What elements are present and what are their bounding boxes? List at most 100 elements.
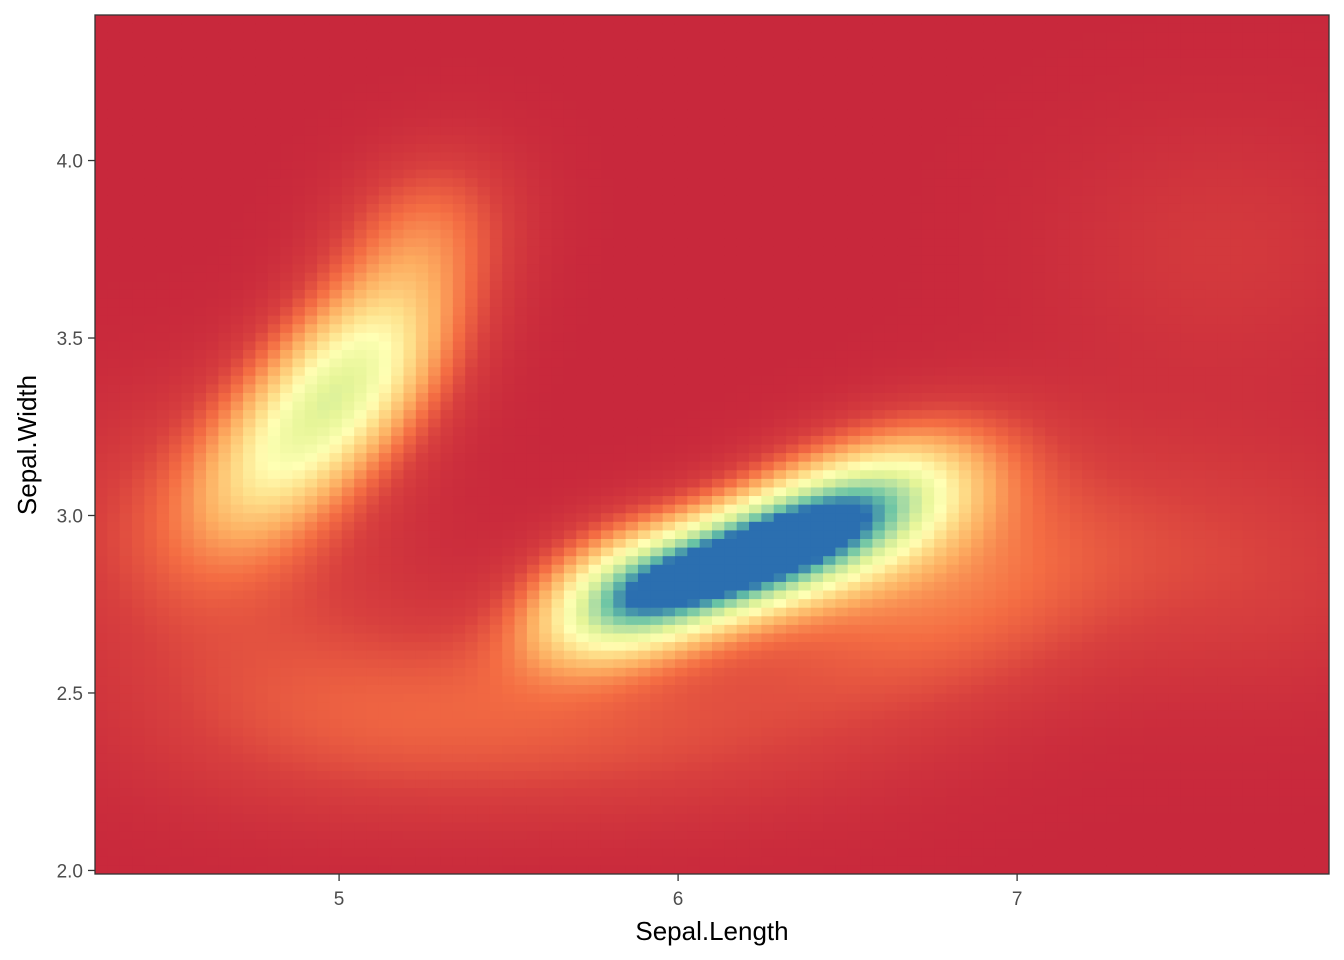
density-cell	[699, 57, 713, 68]
density-cell	[181, 831, 195, 841]
density-cell	[465, 49, 479, 59]
density-cell	[366, 83, 380, 93]
density-cell	[662, 307, 676, 317]
density-cell	[95, 186, 108, 196]
density-cell	[637, 418, 651, 428]
density-cell	[625, 521, 639, 531]
density-cell	[588, 126, 602, 136]
density-cell	[440, 57, 454, 68]
density-cell	[625, 221, 639, 231]
density-cell	[452, 126, 466, 136]
density-cell	[267, 246, 281, 257]
density-cell	[502, 418, 516, 428]
density-cell	[650, 66, 664, 76]
density-cell	[539, 848, 553, 858]
density-cell	[600, 453, 614, 463]
density-cell	[292, 100, 306, 111]
density-cell	[119, 435, 133, 446]
density-cell	[662, 650, 676, 660]
density-cell	[341, 332, 355, 343]
density-cell	[304, 710, 318, 720]
density-cell	[354, 32, 368, 42]
density-cell	[267, 667, 281, 678]
density-cell	[588, 392, 602, 403]
density-cell	[341, 727, 355, 738]
density-cell	[378, 178, 392, 188]
density-cell	[452, 49, 466, 59]
density-cell	[600, 470, 614, 480]
density-cell	[514, 315, 528, 325]
density-cell	[428, 143, 442, 154]
density-cell	[267, 186, 281, 196]
density-cell	[378, 581, 392, 592]
density-cell	[132, 195, 145, 205]
density-cell	[600, 178, 614, 188]
density-cell	[391, 624, 405, 635]
density-cell	[391, 100, 405, 111]
density-cell	[576, 57, 590, 68]
density-cell	[674, 264, 688, 274]
density-cell	[378, 221, 392, 231]
density-cell	[181, 788, 195, 798]
density-cell	[317, 590, 331, 600]
density-cell	[600, 195, 614, 205]
density-cell	[230, 856, 244, 867]
density-cell	[699, 650, 713, 660]
density-cell	[576, 384, 590, 394]
density-cell	[415, 453, 429, 463]
density-cell	[206, 169, 219, 179]
density-cell	[662, 581, 676, 592]
density-cell	[391, 203, 405, 214]
density-cell	[662, 487, 676, 497]
density-cell	[440, 152, 454, 162]
density-cell	[181, 40, 195, 50]
density-cell	[452, 461, 466, 471]
density-cell	[317, 805, 331, 815]
density-cell	[415, 650, 429, 660]
density-cell	[551, 341, 565, 351]
density-cell	[304, 736, 318, 746]
density-cell	[193, 281, 207, 291]
density-cell	[193, 727, 207, 738]
density-cell	[452, 685, 466, 695]
density-cell	[551, 444, 565, 454]
density-cell	[403, 161, 417, 171]
density-cell	[107, 229, 121, 239]
density-cell	[193, 685, 207, 695]
density-cell	[255, 238, 269, 248]
density-cell	[551, 212, 565, 222]
density-cell	[477, 246, 491, 257]
density-cell	[637, 685, 651, 695]
density-cell	[366, 341, 380, 351]
density-cell	[539, 49, 553, 59]
density-cell	[132, 66, 145, 76]
density-cell	[144, 92, 158, 102]
density-cell	[526, 152, 540, 162]
density-cell	[243, 15, 257, 25]
density-cell	[699, 392, 713, 403]
density-cell	[576, 650, 590, 660]
density-cell	[144, 496, 158, 506]
density-cell	[625, 375, 639, 385]
density-cell	[230, 212, 244, 222]
density-cell	[539, 538, 553, 549]
density-cell	[132, 607, 145, 617]
density-cell	[576, 667, 590, 678]
density-cell	[218, 229, 232, 239]
density-cell	[465, 66, 479, 76]
density-cell	[304, 865, 318, 874]
density-cell	[132, 487, 145, 497]
density-cell	[378, 796, 392, 806]
density-cell	[625, 676, 639, 686]
density-cell	[267, 779, 281, 789]
density-cell	[588, 805, 602, 815]
density-cell	[329, 538, 343, 549]
density-cell	[539, 564, 553, 574]
density-cell	[218, 246, 232, 257]
density-cell	[156, 633, 170, 643]
density-cell	[539, 685, 553, 695]
density-cell	[415, 152, 429, 162]
density-cell	[563, 178, 577, 188]
density-cell	[193, 856, 207, 867]
density-cell	[588, 272, 602, 282]
